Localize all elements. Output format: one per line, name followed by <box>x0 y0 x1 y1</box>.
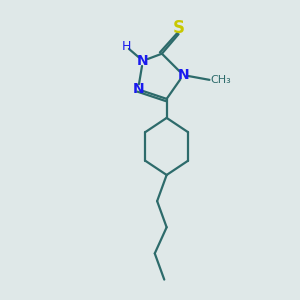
Text: S: S <box>172 19 184 37</box>
Text: N: N <box>137 54 149 68</box>
Text: N: N <box>132 82 144 96</box>
Text: CH₃: CH₃ <box>211 75 231 85</box>
Text: H: H <box>122 40 131 53</box>
Text: N: N <box>178 68 189 82</box>
